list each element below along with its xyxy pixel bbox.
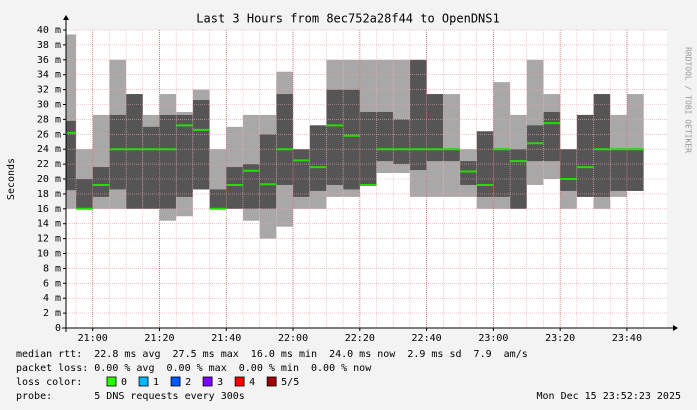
smoke-dark	[493, 149, 511, 197]
loss-color-swatch	[234, 376, 245, 387]
smoke-dark	[476, 131, 494, 197]
x-tick-label: 21:40	[211, 333, 241, 344]
y-tick-label: 2 m	[43, 308, 61, 319]
loss-color-label: 4	[249, 377, 255, 388]
smoke-dark	[576, 114, 594, 197]
smoke-dark	[560, 149, 577, 191]
smoke-dark	[343, 89, 360, 190]
x-tick-label: 23:20	[545, 333, 575, 344]
smoke-dark	[293, 149, 310, 197]
y-tick-label: 10 m	[37, 249, 61, 260]
probe: probe: 5 DNS requests every 300s	[16, 391, 245, 402]
loss-color-label: 1	[153, 377, 159, 388]
y-tick-label: 32 m	[37, 85, 61, 96]
loss-color-swatch	[266, 376, 277, 387]
smoke-dark	[176, 114, 193, 197]
smoke-dark	[626, 149, 644, 191]
y-axis-arrow	[63, 15, 69, 20]
loss-color-label: 2	[185, 377, 191, 388]
smoke-light	[526, 59, 544, 185]
smoke-dark	[593, 94, 611, 197]
y-tick-label: 20 m	[37, 174, 61, 185]
smoke-dark	[393, 119, 410, 165]
x-tick-label: 21:20	[144, 333, 174, 344]
smoke-dark	[242, 164, 260, 209]
smoke-dark	[192, 100, 210, 190]
loss-color-swatch	[170, 376, 181, 387]
loss-color-label: 0	[121, 377, 127, 388]
y-tick-label: 0	[55, 323, 61, 334]
smoke-dark	[209, 189, 227, 209]
x-tick-label: 22:20	[345, 333, 375, 344]
smoke-dark	[426, 94, 444, 162]
y-tick-label: 22 m	[37, 159, 61, 170]
loss-color-swatch	[106, 376, 117, 387]
smoke-dark	[142, 126, 160, 209]
y-tick-label: 8 m	[43, 263, 61, 274]
y-tick-label: 36 m	[37, 55, 61, 66]
y-tick-label: 26 m	[37, 129, 61, 140]
packet-loss: packet loss: 0.00 % avg 0.00 % max 0.00 …	[16, 363, 372, 374]
y-tick-label: 16 m	[37, 204, 61, 215]
smoke-dark	[109, 114, 127, 190]
median-rtt: median rtt: 22.8 ms avg 27.5 ms max 16.0…	[16, 349, 528, 360]
smoke-light	[443, 94, 460, 197]
loss-color-label: loss color:	[16, 377, 82, 388]
smoke-dark	[359, 111, 377, 185]
x-axis-arrow	[673, 325, 678, 331]
smoke-dark	[409, 59, 427, 171]
smoke-dark	[610, 149, 627, 191]
smoke-dark	[126, 94, 143, 209]
smoke-dark	[226, 167, 243, 209]
x-tick-label: 23:00	[478, 333, 508, 344]
y-axis-label: Seconds	[6, 158, 17, 200]
x-tick-label: 23:40	[612, 333, 642, 344]
loss-color-label: 5/5	[281, 377, 299, 388]
watermark: RRDTOOL / TOBI OETIKER	[684, 47, 693, 153]
smoke-dark	[66, 120, 77, 191]
y-tick-label: 38 m	[37, 40, 61, 51]
x-tick-label: 22:00	[278, 333, 308, 344]
y-tick-label: 30 m	[37, 100, 61, 111]
smoke-dark	[326, 89, 344, 185]
smoke-dark	[276, 94, 294, 185]
smoke-dark	[259, 134, 277, 209]
y-tick-label: 4 m	[43, 293, 61, 304]
y-tick-label: 6 m	[43, 278, 61, 289]
plot: 0 2 m 4 m 6 m 8 m 10 m 12 m 14 m 16 m 18 m 20 m 22 …	[37, 15, 678, 344]
smoke-dark	[92, 167, 110, 197]
y-tick-label: 18 m	[37, 189, 61, 200]
timestamp: Mon Dec 15 23:52:23 2025	[537, 391, 682, 402]
y-tick-label: 40 m	[37, 25, 61, 36]
chart-title: Last 3 Hours from 8ec752a28f44 to OpenDN…	[196, 12, 499, 26]
loss-color-swatch	[202, 376, 213, 387]
y-tick-label: 28 m	[37, 114, 61, 125]
smoke-dark	[543, 111, 561, 162]
y-tick-label: 14 m	[37, 219, 61, 230]
smoke-dark	[159, 114, 177, 209]
loss-color-label: 3	[217, 377, 223, 388]
x-tick-label: 22:40	[412, 333, 442, 344]
y-tick-label: 24 m	[37, 144, 61, 155]
x-tick-label: 21:00	[78, 333, 108, 344]
smoke-dark	[459, 161, 477, 185]
smoke-dark	[309, 125, 327, 191]
y-tick-label: 34 m	[37, 70, 61, 81]
loss-color-swatch	[138, 376, 149, 387]
y-tick-label: 12 m	[37, 234, 61, 245]
smoke-dark	[443, 149, 460, 162]
